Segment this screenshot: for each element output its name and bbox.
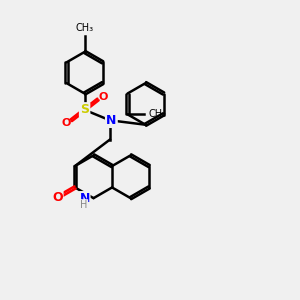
Text: CH₃: CH₃ bbox=[76, 22, 94, 33]
Text: O: O bbox=[99, 92, 108, 101]
Text: H: H bbox=[80, 200, 88, 210]
Text: O: O bbox=[61, 118, 70, 128]
Text: N: N bbox=[80, 192, 90, 205]
Text: CH₃: CH₃ bbox=[148, 109, 166, 119]
Text: S: S bbox=[80, 103, 89, 116]
Text: N: N bbox=[106, 114, 116, 127]
Text: O: O bbox=[52, 191, 63, 204]
